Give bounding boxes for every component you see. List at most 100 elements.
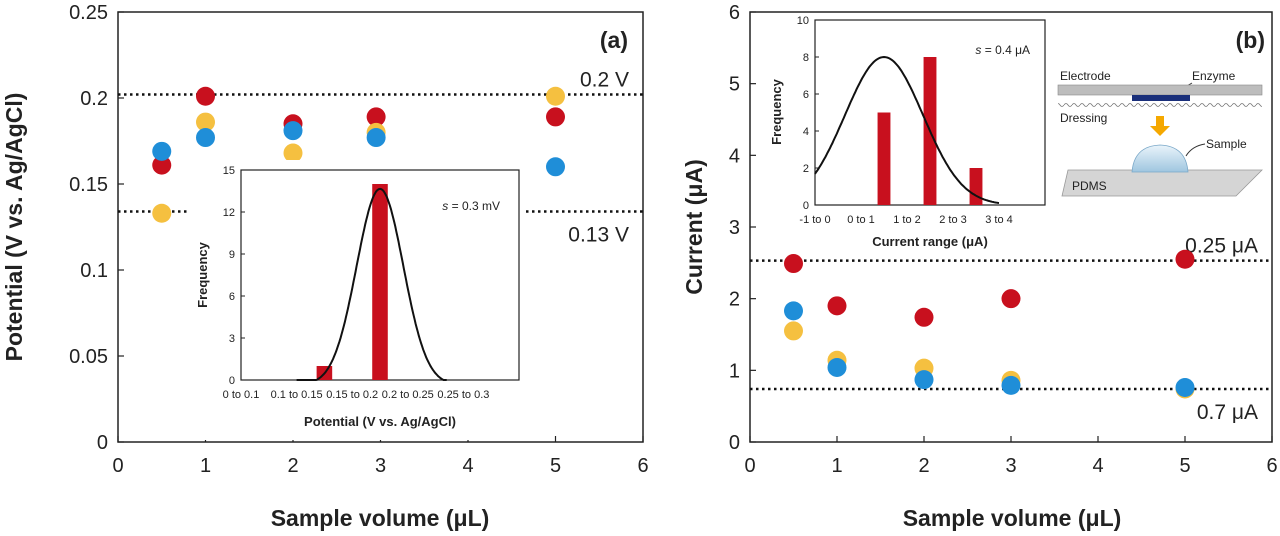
reference-line-label: 0.7 μA [1197, 401, 1258, 424]
y-tick-label: 0.1 [80, 260, 108, 282]
data-point-blue [546, 157, 565, 177]
inset-y-tick-label: 2 [803, 163, 809, 175]
inset-x-tick-label: 0.2 to 0.25 [382, 389, 434, 401]
schematic-arrow-icon [1150, 116, 1170, 136]
panel-b-x-ticks: 0 1 2 3 4 5 6 [744, 436, 1278, 477]
panel-b-inset-normal-curve [814, 55, 1000, 204]
data-point-red [152, 155, 172, 175]
schematic-dressing-label: Dressing [1060, 111, 1107, 125]
inset-x-tick-label: 3 to 4 [985, 214, 1013, 226]
inset-x-tick-label: 0.15 to 0.2 [326, 389, 378, 401]
panel-b-label: (b) [1236, 27, 1265, 53]
inset-x-tick-label: 1 to 2 [893, 214, 921, 226]
panel-a-inset-sd-value: = 0.3 mV [448, 199, 500, 213]
data-point-blue [827, 357, 847, 377]
y-tick-label: 0.2 [80, 88, 108, 110]
schematic-pdms-label: PDMS [1072, 179, 1107, 193]
x-tick-label: 5 [1179, 455, 1190, 477]
data-point-blue [1001, 375, 1021, 395]
inset-y-tick-label: 9 [229, 249, 235, 261]
x-tick-label: 4 [1092, 455, 1103, 477]
data-point-red [1001, 289, 1021, 309]
panel-b-inset-sd-symbol: s [975, 43, 981, 57]
inset-bar [969, 168, 983, 205]
x-tick-label: 3 [1005, 455, 1016, 477]
data-point-red [546, 107, 565, 127]
panel-b-inset-x-axis-label: Current range (μA) [872, 234, 988, 249]
inset-x-tick-label: 0 to 0.1 [223, 389, 260, 401]
data-point-yellow [152, 203, 172, 223]
inset-y-tick-label: 8 [803, 52, 809, 64]
y-tick-label: 1 [729, 360, 740, 382]
panel-a-x-axis-label: Sample volume (μL) [271, 505, 490, 531]
x-tick-label: 5 [550, 455, 561, 477]
data-point-red [784, 254, 803, 274]
panel-b-y-axis-label: Current (μA) [681, 159, 707, 294]
reference-line-label: 0.25 μA [1185, 235, 1258, 258]
data-point-blue [366, 128, 386, 148]
data-point-red [914, 307, 934, 327]
panel-a-y-ticks: 0 0.05 0.1 0.15 0.2 0.25 [69, 2, 124, 454]
inset-y-tick-label: 3 [229, 333, 235, 345]
data-point-yellow [196, 112, 215, 132]
schematic-electrode-layer [1057, 84, 1263, 96]
inset-x-tick-label: 2 to 3 [939, 214, 967, 226]
data-point-yellow [283, 143, 303, 163]
x-tick-label: 4 [462, 455, 473, 477]
panel-a-inset-normal-curve [296, 187, 447, 381]
device-schematic: Electrode Enzyme Dressing Sample PDMS [1052, 60, 1270, 210]
panel-a-label: (a) [600, 27, 628, 53]
panel-a-inset-sd-symbol: s [442, 199, 448, 213]
panel-b-inset-y-axis-label: Frequency [769, 78, 784, 145]
inset-y-tick-label: 6 [229, 291, 235, 303]
x-tick-label: 1 [200, 455, 211, 477]
inset-y-tick-label: 0 [803, 200, 809, 212]
panel-b-inset-x-ticks: -1 to 0 0 to 1 1 to 2 2 to 3 3 to 4 [799, 214, 1012, 226]
data-point-blue [1175, 378, 1195, 398]
data-point-blue [283, 121, 303, 141]
inset-x-tick-label: -1 to 0 [799, 214, 830, 226]
x-tick-label: 0 [744, 455, 755, 477]
data-point-red [196, 86, 215, 106]
panel-b-inset-sd-value: = 0.4 μA [981, 43, 1030, 57]
x-tick-label: 3 [375, 455, 386, 477]
schematic-enzyme-layer [1132, 95, 1190, 101]
data-point-blue [196, 128, 215, 148]
x-tick-label: 2 [918, 455, 929, 477]
inset-bar [372, 184, 388, 380]
panel-a-inset-y-axis-label: Frequency [195, 241, 210, 308]
panel-b-inset-sd-annotation: s = 0.4 μA [975, 43, 1030, 57]
x-tick-label: 0 [112, 455, 123, 477]
x-tick-label: 6 [637, 455, 648, 477]
inset-y-tick-label: 6 [803, 89, 809, 101]
panel-b-reference-lines: 0.25 μA 0.7 μA [750, 235, 1272, 424]
x-tick-label: 2 [287, 455, 298, 477]
panel-b-points [784, 249, 1195, 399]
panel-b-inset-background [760, 14, 1050, 254]
y-tick-label: 4 [729, 145, 740, 167]
schematic-electrode-label: Electrode [1060, 69, 1111, 83]
y-tick-label: 3 [729, 217, 740, 239]
y-tick-label: 0.15 [69, 174, 108, 196]
schematic-enzyme-label: Enzyme [1192, 69, 1236, 83]
y-tick-label: 0.25 [69, 2, 108, 24]
inset-y-tick-label: 4 [803, 126, 809, 138]
inset-y-tick-label: 15 [223, 165, 235, 177]
data-point-blue [914, 370, 934, 390]
data-point-yellow [784, 321, 803, 341]
y-tick-label: 5 [729, 74, 740, 96]
panel-a-reference-lines: 0.2 V 0.13 V [118, 69, 643, 247]
reference-line-label: 0.13 V [568, 224, 629, 247]
inset-x-tick-label: 0.1 to 0.15 [271, 389, 323, 401]
data-point-red [827, 296, 847, 316]
panel-b: 0 1 2 3 4 5 6 0 1 2 3 4 5 6 0.25 μA 0.7 μA (b) Sample… [681, 2, 1278, 531]
inset-y-tick-label: 10 [797, 15, 809, 27]
data-point-yellow [546, 86, 565, 106]
y-tick-label: 0.05 [69, 346, 108, 368]
inset-bar [877, 112, 891, 205]
y-tick-label: 0 [97, 432, 108, 454]
data-point-blue [784, 301, 803, 321]
